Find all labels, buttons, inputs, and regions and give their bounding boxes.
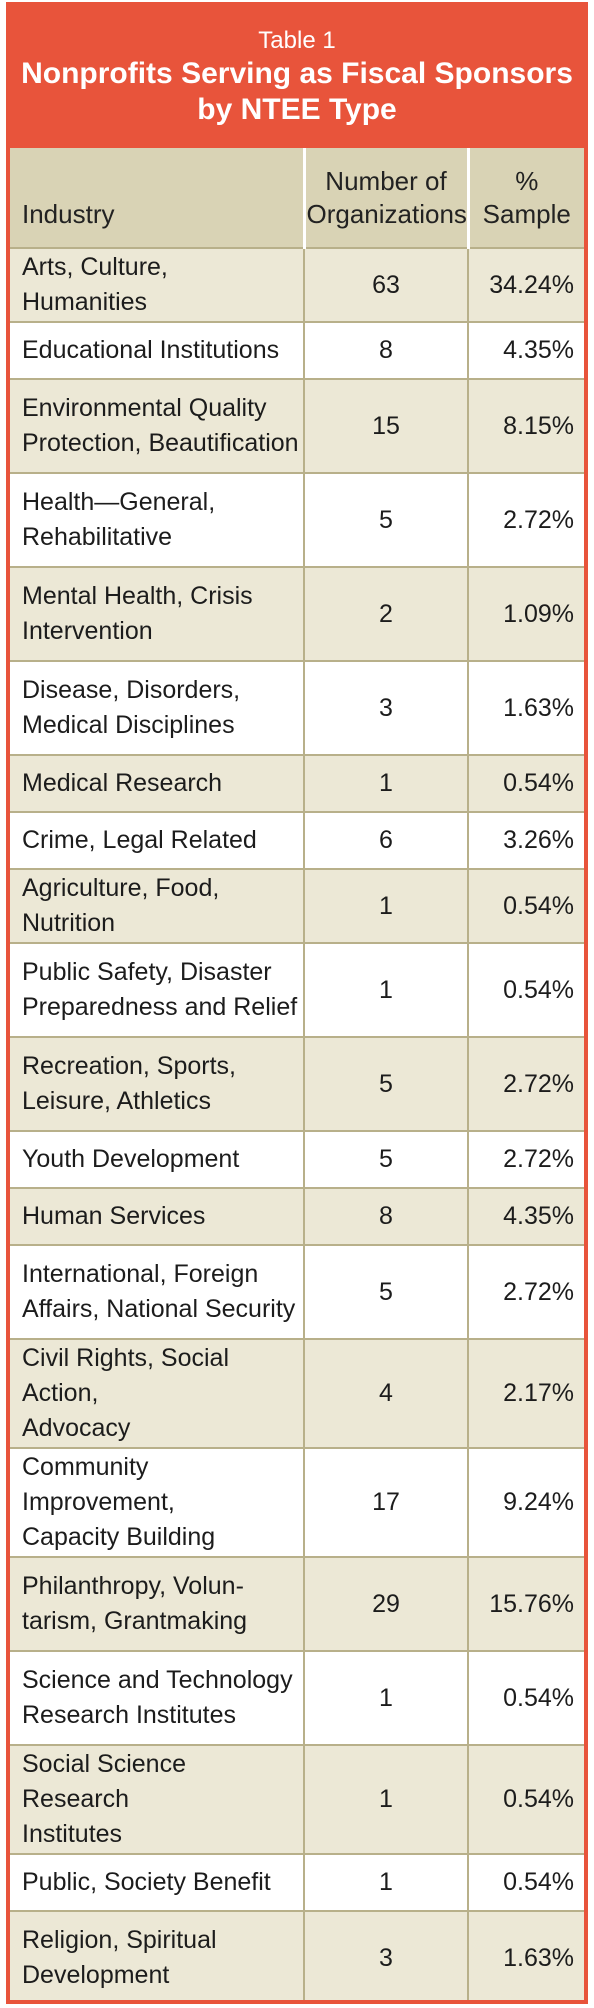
header-row: Industry Number of Organizations % Sample [10, 148, 584, 248]
count-cell: 1 [303, 1650, 468, 1745]
table-row: Health—General, Rehabilitative 5 2.72% [10, 472, 584, 567]
header-count: Number of Organizations [302, 148, 468, 248]
count-cell: 3 [303, 660, 468, 755]
table-row: Youth Development 5 2.72% [10, 1130, 584, 1188]
pct-cell: 1.63% [467, 660, 584, 755]
count-cell: 1 [303, 942, 468, 1037]
count-cell: 29 [303, 1556, 468, 1651]
table-row: Educational Institutions 8 4.35% [10, 321, 584, 379]
count-cell: 17 [303, 1447, 468, 1557]
table-title-line1: Nonprofits Serving as Fiscal Sponsors [21, 57, 573, 90]
table-row: Disease, Disorders, Medical Disciplines 3 1… [10, 660, 584, 755]
industry-cell: Youth Development [10, 1130, 304, 1188]
industry-cell: Public Safety, Disaster Preparedness and … [10, 942, 304, 1037]
industry-cell: Arts, Culture, Humanities [10, 247, 304, 322]
industry-cell: Mental Health, Crisis Intervention [10, 566, 304, 661]
count-cell: 1 [303, 754, 468, 812]
table-body: Arts, Culture, Humanities 63 34.24% Educati… [10, 247, 584, 2000]
table-row: Arts, Culture, Humanities 63 34.24% [10, 247, 584, 322]
pct-cell: 0.54% [467, 1853, 584, 1911]
industry-cell: Educational Institutions [10, 321, 304, 379]
pct-cell: 0.54% [467, 1650, 584, 1745]
pct-cell: 2.72% [467, 1130, 584, 1188]
pct-cell: 3.26% [467, 811, 584, 869]
table-row: Environmental Quality Protection, Beautif… [10, 378, 584, 473]
count-cell: 2 [303, 566, 468, 661]
count-cell: 8 [303, 1187, 468, 1245]
count-cell: 8 [303, 321, 468, 379]
industry-cell: Health—General, Rehabilitative [10, 472, 304, 567]
table-row: Social Science Research Institutes 1 0.54% [10, 1744, 584, 1854]
header-pct: % Sample [466, 148, 584, 248]
table-row: Recreation, Sports, Leisure, Athletics 5 2.… [10, 1036, 584, 1131]
count-cell: 15 [303, 378, 468, 473]
industry-cell: International, Foreign Affairs, National … [10, 1244, 304, 1339]
count-cell: 63 [303, 247, 468, 322]
pct-cell: 1.09% [467, 566, 584, 661]
industry-cell: Disease, Disorders, Medical Disciplines [10, 660, 304, 755]
table-row: Public, Society Benefit 1 0.54% [10, 1853, 584, 1911]
count-cell: 1 [303, 1744, 468, 1854]
count-cell: 1 [303, 868, 468, 943]
industry-cell: Public, Society Benefit [10, 1853, 304, 1911]
pct-cell: 8.15% [467, 378, 584, 473]
pct-cell: 2.72% [467, 1036, 584, 1131]
pct-cell: 2.72% [467, 472, 584, 567]
table-title-block: Table 1 Nonprofits Serving as Fiscal Spo… [10, 6, 584, 148]
industry-cell: Science and Technology Research Institute… [10, 1650, 304, 1745]
count-cell: 5 [303, 1244, 468, 1339]
pct-cell: 0.54% [467, 754, 584, 812]
count-cell: 6 [303, 811, 468, 869]
table-row: Agriculture, Food, Nutrition 1 0.54% [10, 868, 584, 943]
pct-cell: 1.63% [467, 1910, 584, 2000]
table-frame: Table 1 Nonprofits Serving as Fiscal Spo… [6, 2, 588, 2004]
pct-cell: 2.72% [467, 1244, 584, 1339]
industry-cell: Medical Research [10, 754, 304, 812]
pct-cell: 4.35% [467, 321, 584, 379]
header-industry: Industry [10, 148, 304, 248]
pct-cell: 4.35% [467, 1187, 584, 1245]
pct-cell: 0.54% [467, 942, 584, 1037]
table-label: Table 1 [258, 27, 336, 54]
pct-cell: 34.24% [467, 247, 584, 322]
pct-cell: 15.76% [467, 1556, 584, 1651]
table-row: Civil Rights, Social Action, Advocacy 4 2.1… [10, 1338, 584, 1448]
table-row: Community Improvement, Capacity Building 1… [10, 1447, 584, 1557]
table-row: Crime, Legal Related 6 3.26% [10, 811, 584, 869]
count-cell: 1 [303, 1853, 468, 1911]
count-cell: 5 [303, 472, 468, 567]
industry-cell: Civil Rights, Social Action, Advocacy [10, 1338, 304, 1448]
industry-cell: Philanthropy, Volun-tarism, Grantmaking [10, 1556, 304, 1651]
count-cell: 5 [303, 1130, 468, 1188]
pct-cell: 9.24% [467, 1447, 584, 1557]
table-row: International, Foreign Affairs, National … [10, 1244, 584, 1339]
pct-cell: 0.54% [467, 1744, 584, 1854]
pct-cell: 0.54% [467, 868, 584, 943]
table-row: Mental Health, Crisis Intervention 2 1.09% [10, 566, 584, 661]
industry-cell: Environmental Quality Protection, Beautif… [10, 378, 304, 473]
table-row: Public Safety, Disaster Preparedness and … [10, 942, 584, 1037]
table-row: Medical Research 1 0.54% [10, 754, 584, 812]
industry-cell: Agriculture, Food, Nutrition [10, 868, 304, 943]
table-row: Human Services 8 4.35% [10, 1187, 584, 1245]
count-cell: 3 [303, 1910, 468, 2000]
table-title-line2: by NTEE Type [197, 93, 397, 126]
industry-cell: Recreation, Sports, Leisure, Athletics [10, 1036, 304, 1131]
industry-cell: Religion, Spiritual Development [10, 1910, 304, 2000]
data-table: Industry Number of Organizations % Sample … [10, 148, 584, 2000]
pct-cell: 2.17% [467, 1338, 584, 1448]
industry-cell: Human Services [10, 1187, 304, 1245]
table-row: Religion, Spiritual Development 3 1.63% [10, 1910, 584, 2000]
industry-cell: Crime, Legal Related [10, 811, 304, 869]
table-row: Science and Technology Research Institute… [10, 1650, 584, 1745]
count-cell: 5 [303, 1036, 468, 1131]
industry-cell: Community Improvement, Capacity Building [10, 1447, 304, 1557]
table-row: Philanthropy, Volun-tarism, Grantmaking 2… [10, 1556, 584, 1651]
industry-cell: Social Science Research Institutes [10, 1744, 304, 1854]
count-cell: 4 [303, 1338, 468, 1448]
